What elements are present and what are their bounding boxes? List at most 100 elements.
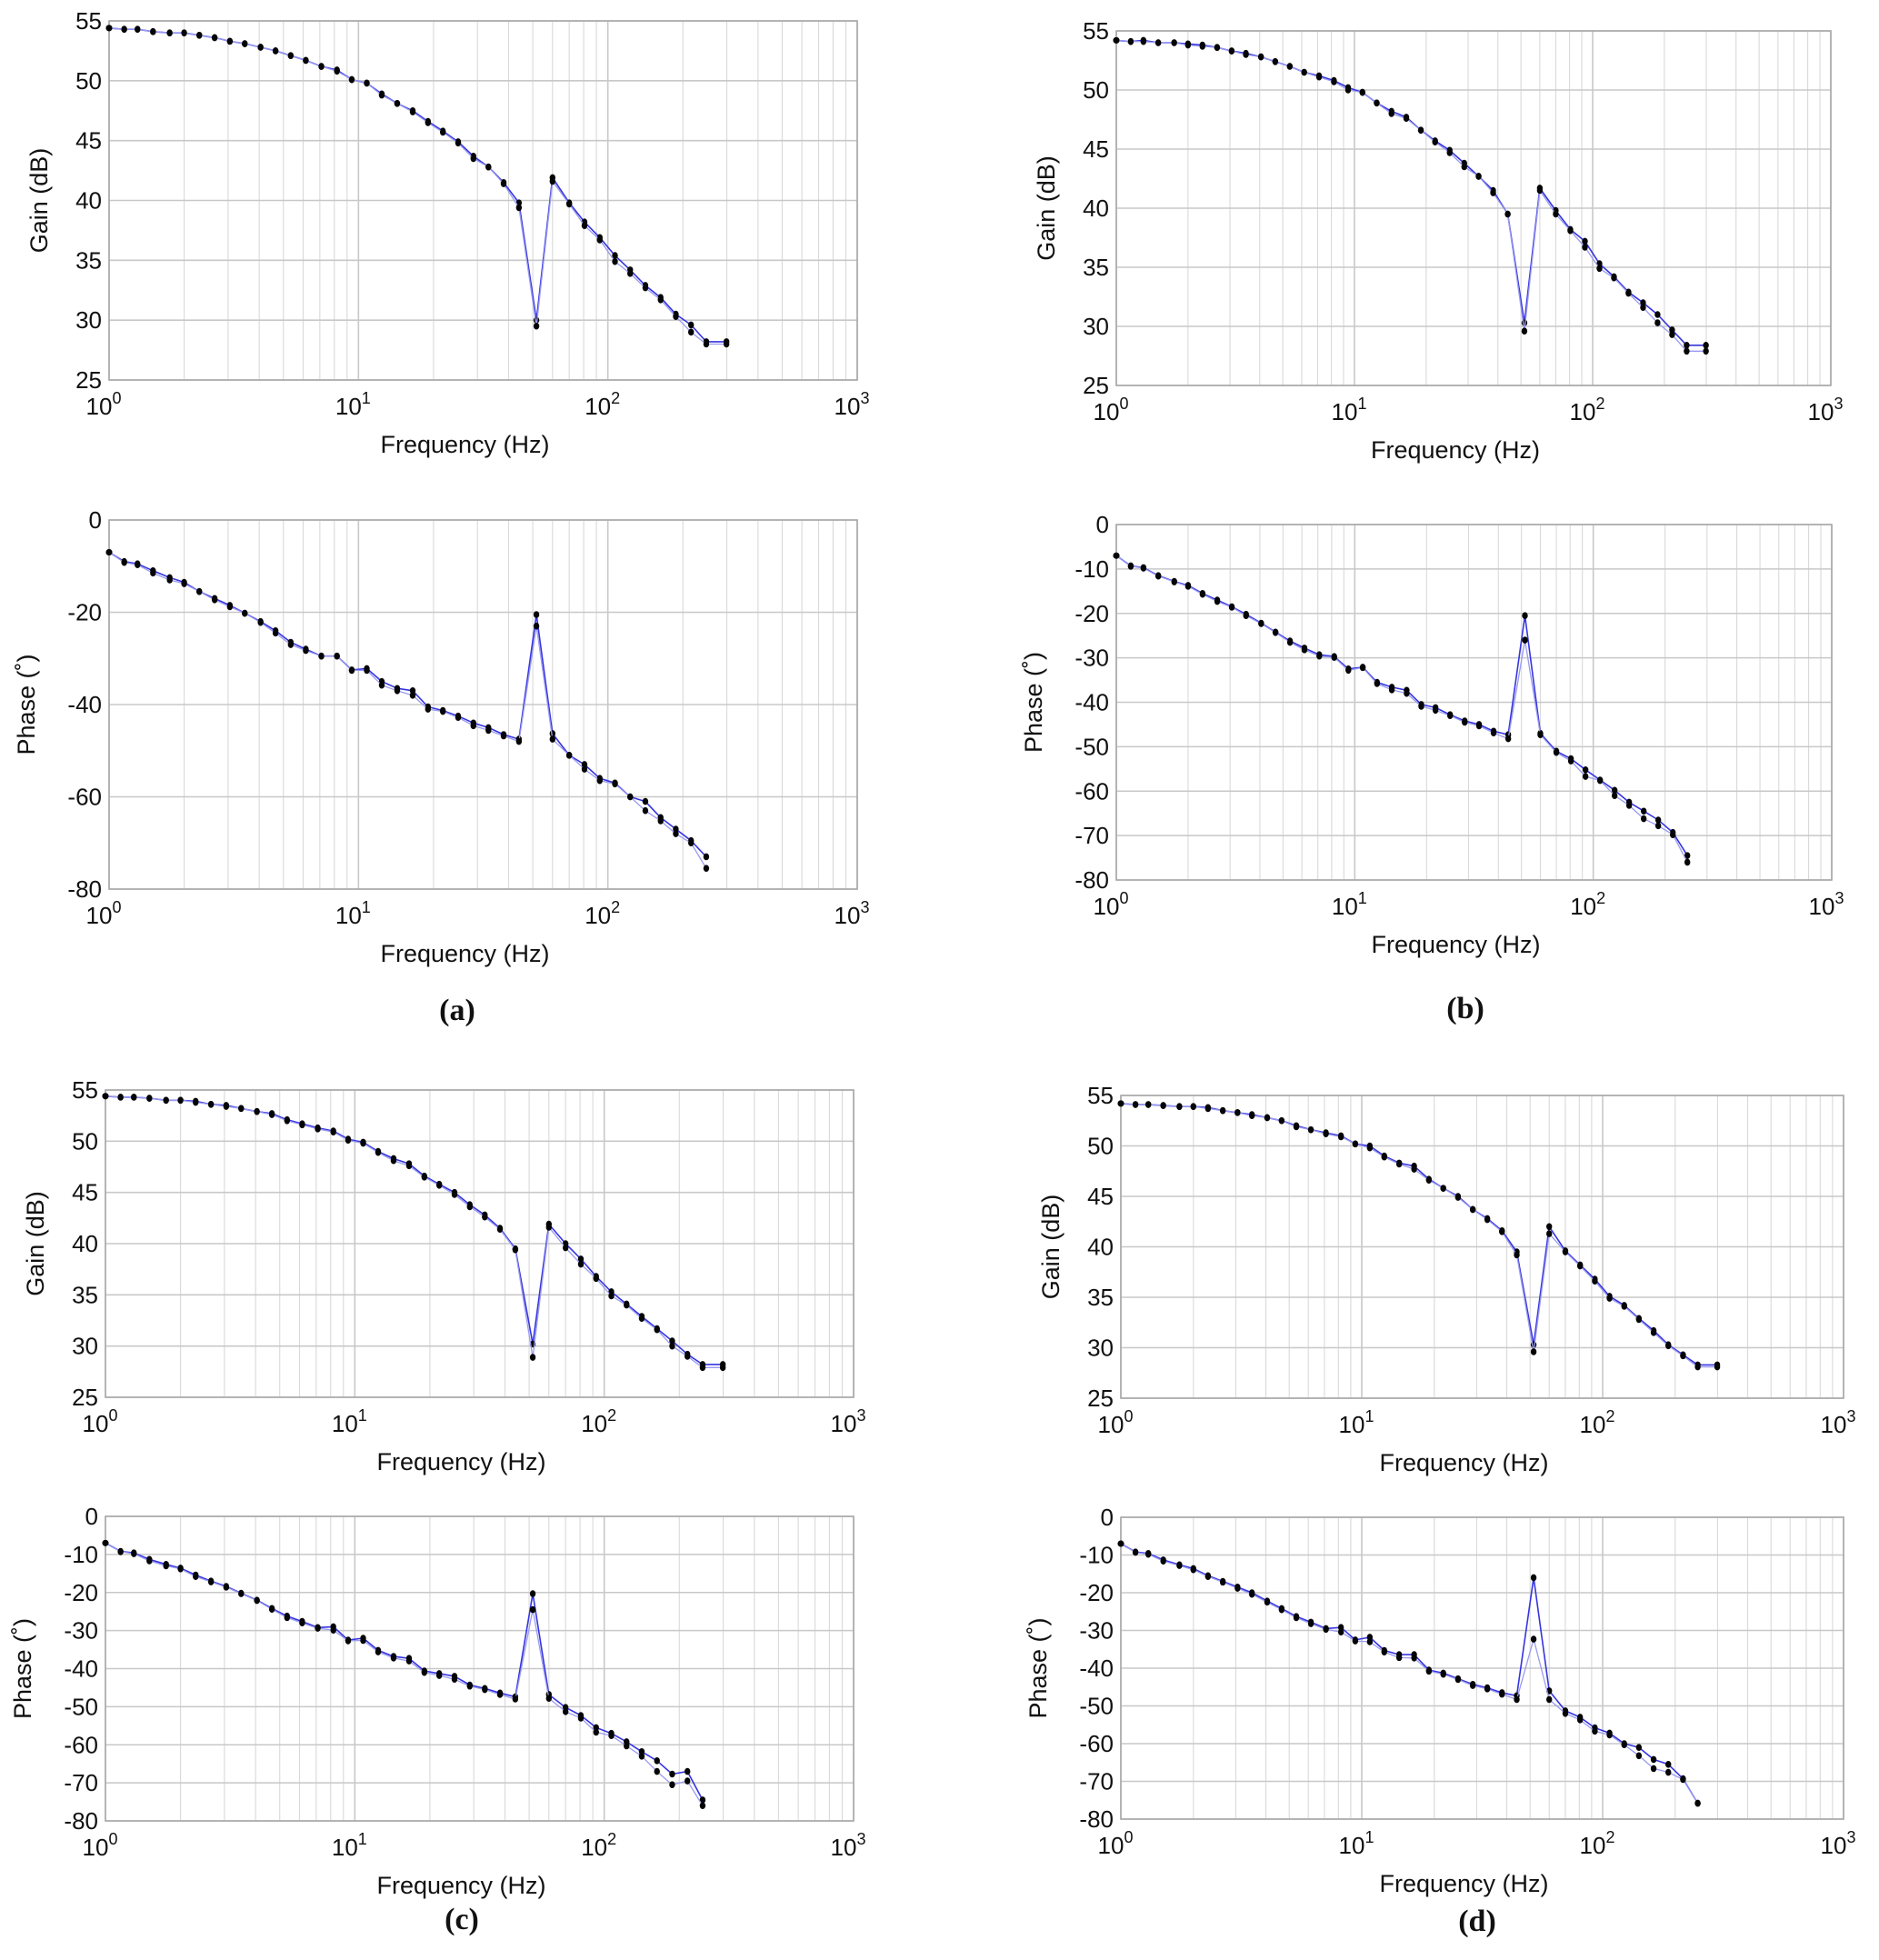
data-point — [1219, 1106, 1226, 1115]
series-2 — [105, 25, 730, 348]
data-point — [1344, 86, 1352, 94]
data-point — [608, 1732, 615, 1739]
data-point — [608, 1292, 615, 1300]
x-tick-label: 100 — [1098, 1407, 1134, 1438]
data-point — [577, 1260, 585, 1268]
data-point — [1176, 1103, 1183, 1111]
data-point — [131, 1094, 137, 1101]
data-point — [496, 1691, 504, 1698]
data-point — [435, 1672, 443, 1679]
data-point — [1337, 1133, 1344, 1141]
data-point — [1307, 1620, 1314, 1627]
data-point — [211, 595, 218, 604]
data-point — [435, 1181, 443, 1189]
data-point — [1315, 73, 1323, 81]
data-point — [624, 1742, 630, 1750]
plot-a-phase: -80 -60 -40 -20 0 100 101 102 103 Frequency (Hz) P… — [13, 506, 869, 967]
data-point — [1214, 597, 1221, 605]
data-point — [596, 236, 603, 244]
data-point — [163, 1562, 169, 1570]
plot-frame — [108, 20, 858, 381]
data-point — [117, 1548, 124, 1555]
data-point — [223, 1103, 230, 1110]
x-axis-label: Frequency (Hz) — [376, 1448, 545, 1475]
data-point — [166, 29, 173, 36]
data-point — [1359, 664, 1366, 672]
plot-frame — [105, 1089, 855, 1398]
x-tick-label: 101 — [1339, 1828, 1374, 1859]
data-point — [1248, 1590, 1255, 1598]
data-point — [1331, 654, 1337, 661]
data-point — [268, 1605, 275, 1613]
data-point — [1684, 858, 1691, 866]
data-point — [1132, 1548, 1139, 1556]
data-point — [334, 652, 340, 660]
series-line — [1115, 555, 1688, 856]
data-point — [315, 1125, 321, 1133]
data-point — [121, 25, 127, 34]
data-point — [1395, 1654, 1403, 1662]
x-tick-label: 100 — [1094, 395, 1129, 425]
data-point — [272, 629, 279, 637]
data-point — [1432, 138, 1438, 145]
data-point — [1381, 1153, 1387, 1161]
series-line — [108, 551, 707, 869]
data-point — [482, 1685, 488, 1694]
data-point — [409, 108, 416, 115]
plot-d-gain: 25 30 35 40 45 50 55 100 101 102 103 Frequency (Hz)… — [1037, 1082, 1855, 1476]
plot-frame — [105, 1515, 855, 1822]
data-point — [1184, 583, 1192, 590]
data-point — [699, 1796, 706, 1804]
y-tick-label: -80 — [1079, 1805, 1114, 1833]
x-tick-label: 102 — [1580, 1828, 1615, 1859]
y-tick-label: 50 — [1083, 76, 1109, 104]
x-axis-label: Frequency (Hz) — [1379, 1870, 1548, 1897]
data-point — [1462, 718, 1468, 726]
y-tick-label: 25 — [1087, 1385, 1114, 1412]
data-point — [638, 1753, 645, 1760]
data-point — [345, 1637, 352, 1645]
data-point — [318, 652, 325, 660]
data-point — [1546, 1223, 1553, 1231]
data-point — [687, 839, 695, 847]
data-point — [284, 1117, 291, 1125]
data-point — [268, 1111, 275, 1118]
y-tick-label: -10 — [1079, 1542, 1114, 1569]
x-tick-label: 100 — [83, 1406, 118, 1437]
data-point — [1204, 1105, 1212, 1113]
data-point — [299, 1121, 305, 1129]
data-point — [1654, 816, 1662, 824]
y-tick-label: -60 — [67, 784, 102, 811]
data-point — [1388, 110, 1394, 117]
data-point — [196, 587, 203, 595]
data-point — [699, 1364, 706, 1372]
data-point — [1562, 1710, 1569, 1717]
data-point — [1694, 1799, 1701, 1807]
data-point — [318, 63, 325, 70]
data-point — [455, 714, 462, 722]
data-point — [345, 1136, 352, 1145]
y-tick-label: 40 — [1083, 195, 1109, 222]
data-point — [1411, 1165, 1417, 1173]
data-point — [257, 44, 264, 51]
data-point — [177, 1096, 184, 1105]
data-point — [1640, 304, 1646, 312]
data-point — [529, 1354, 536, 1361]
data-point — [549, 735, 556, 743]
y-tick-label: -80 — [67, 875, 102, 903]
data-point — [1530, 1635, 1537, 1643]
data-point — [657, 817, 664, 825]
data-point — [549, 177, 556, 185]
series-1 — [105, 25, 730, 345]
y-tick-label: -50 — [1079, 1693, 1114, 1720]
data-point — [364, 666, 370, 675]
y-tick-label: 25 — [1083, 372, 1109, 399]
y-tick-label: 35 — [75, 246, 102, 274]
data-point — [684, 1777, 691, 1785]
series-line — [108, 27, 727, 345]
data-point — [1243, 51, 1249, 58]
data-point — [466, 1203, 473, 1211]
data-point — [1680, 1775, 1686, 1784]
data-point — [121, 558, 127, 566]
data-point — [405, 1162, 413, 1170]
